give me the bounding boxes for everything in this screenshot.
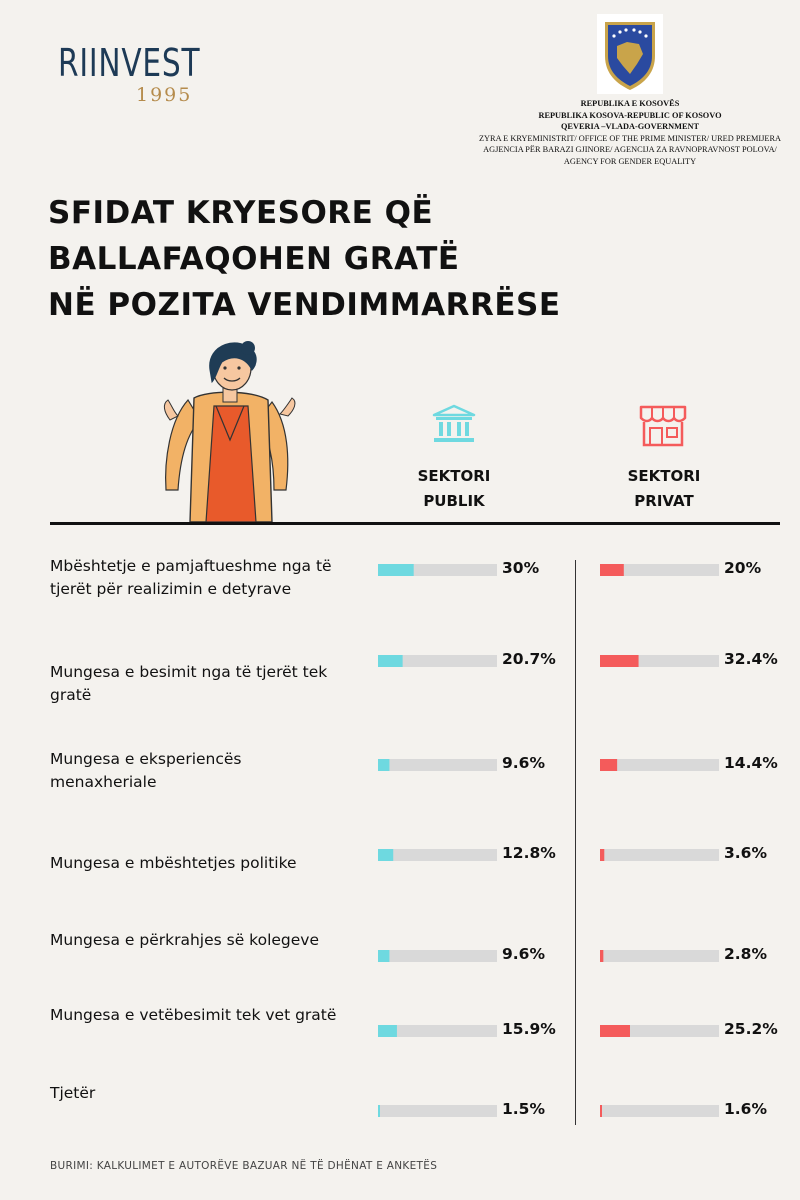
government-header: REPUBLIKA E KOSOVËS REPUBLIKA KOSOVA-REP… — [470, 14, 790, 167]
bar-private — [600, 950, 604, 962]
chart-title-line-2: BALLAFAQOHEN GRATË — [48, 241, 460, 277]
chart-title-line-3: NË POZITA VENDIMMARRËSE — [48, 287, 561, 323]
value-label-public: 9.6% — [502, 754, 545, 772]
row-label: Mungesa e mbështetjes politike — [50, 854, 297, 872]
row-label: Mungesa e vetëbesimit tek vet gratë — [50, 1006, 337, 1024]
column-header-public: SEKTORI PUBLIK — [417, 467, 491, 510]
bar-track-private — [600, 849, 719, 861]
bar-private — [600, 655, 639, 667]
bar-private — [600, 759, 618, 771]
bar-private — [600, 564, 624, 576]
bar-track-public — [378, 1025, 497, 1037]
bar-track-public — [378, 1105, 497, 1117]
column-header-private: SEKTORI PRIVAT — [627, 467, 701, 510]
chart-title-line-1: SFIDAT KRYESORE QË — [48, 195, 434, 231]
value-label-public: 15.9% — [502, 1020, 556, 1038]
bar-track-public — [378, 849, 497, 861]
bar-public — [378, 655, 403, 667]
gov-line-4: ZYRA E KRYEMINISTRIT/ OFFICE OF THE PRIM… — [478, 133, 781, 143]
bar-track-private — [600, 1105, 719, 1117]
bar-track-public — [378, 759, 497, 771]
bar-track-private — [600, 950, 719, 962]
source-note: BURIMI: KALKULIMET E AUTORËVE BAZUAR NË … — [50, 1160, 438, 1172]
institution-icon — [432, 404, 476, 442]
bar-track-private — [600, 564, 719, 576]
value-label-private: 3.6% — [724, 844, 767, 862]
row-label: Mungesa e besimit nga të tjerët tek grat… — [50, 663, 328, 704]
value-label-private: 32.4% — [724, 650, 778, 668]
value-label-public: 20.7% — [502, 650, 556, 668]
logo-year: 1995 — [136, 84, 193, 106]
value-label-private: 14.4% — [724, 754, 778, 772]
row-label: Mbështetje e pamjaftueshme nga të tjerët… — [50, 557, 332, 598]
value-label-private: 1.6% — [724, 1100, 767, 1118]
gov-line-6: AGENCY FOR GENDER EQUALITY — [563, 156, 697, 166]
bar-track-public — [378, 655, 497, 667]
value-label-private: 25.2% — [724, 1020, 778, 1038]
value-label-private: 20% — [724, 559, 762, 577]
bar-private — [600, 1105, 602, 1117]
bar-private — [600, 849, 605, 861]
bar-public — [378, 1025, 397, 1037]
woman-illustration — [163, 341, 296, 522]
value-label-public: 1.5% — [502, 1100, 545, 1118]
bar-public — [378, 950, 390, 962]
value-label-private: 2.8% — [724, 945, 767, 963]
bar-track-private — [600, 759, 719, 771]
value-label-public: 9.6% — [502, 945, 545, 963]
kosovo-emblem-icon — [597, 14, 663, 94]
row-label: Mungesa e eksperiencës menaxheriale — [50, 750, 242, 791]
gov-line-2: REPUBLIKA KOSOVA-REPUBLIC OF KOSOVO — [538, 110, 722, 120]
bar-public — [378, 759, 390, 771]
value-label-public: 12.8% — [502, 844, 556, 862]
bar-public — [378, 1105, 380, 1117]
riinvest-logo: RIINVEST 1995 — [58, 44, 200, 106]
gov-line-1: REPUBLIKA E KOSOVËS — [580, 99, 680, 108]
column-divider — [575, 560, 576, 1125]
shop-icon — [639, 405, 687, 447]
row-label: Tjetër — [50, 1084, 96, 1102]
bar-public — [378, 849, 394, 861]
bar-private — [600, 1025, 630, 1037]
bar-track-public — [378, 950, 497, 962]
bar-public — [378, 564, 414, 576]
gov-line-3: QEVERIA –VLADA-GOVERNMENT — [560, 122, 700, 131]
value-label-public: 30% — [502, 559, 540, 577]
row-label: Mungesa e përkrahjes së kolegeve — [50, 931, 319, 949]
header-divider — [50, 522, 780, 525]
gov-line-5: AGJENCIA PËR BARAZI GJINORE/ AGENCIJA ZA… — [483, 145, 777, 154]
chart-title: SFIDAT KRYESORE QË BALLAFAQOHEN GRATË NË… — [48, 190, 561, 328]
